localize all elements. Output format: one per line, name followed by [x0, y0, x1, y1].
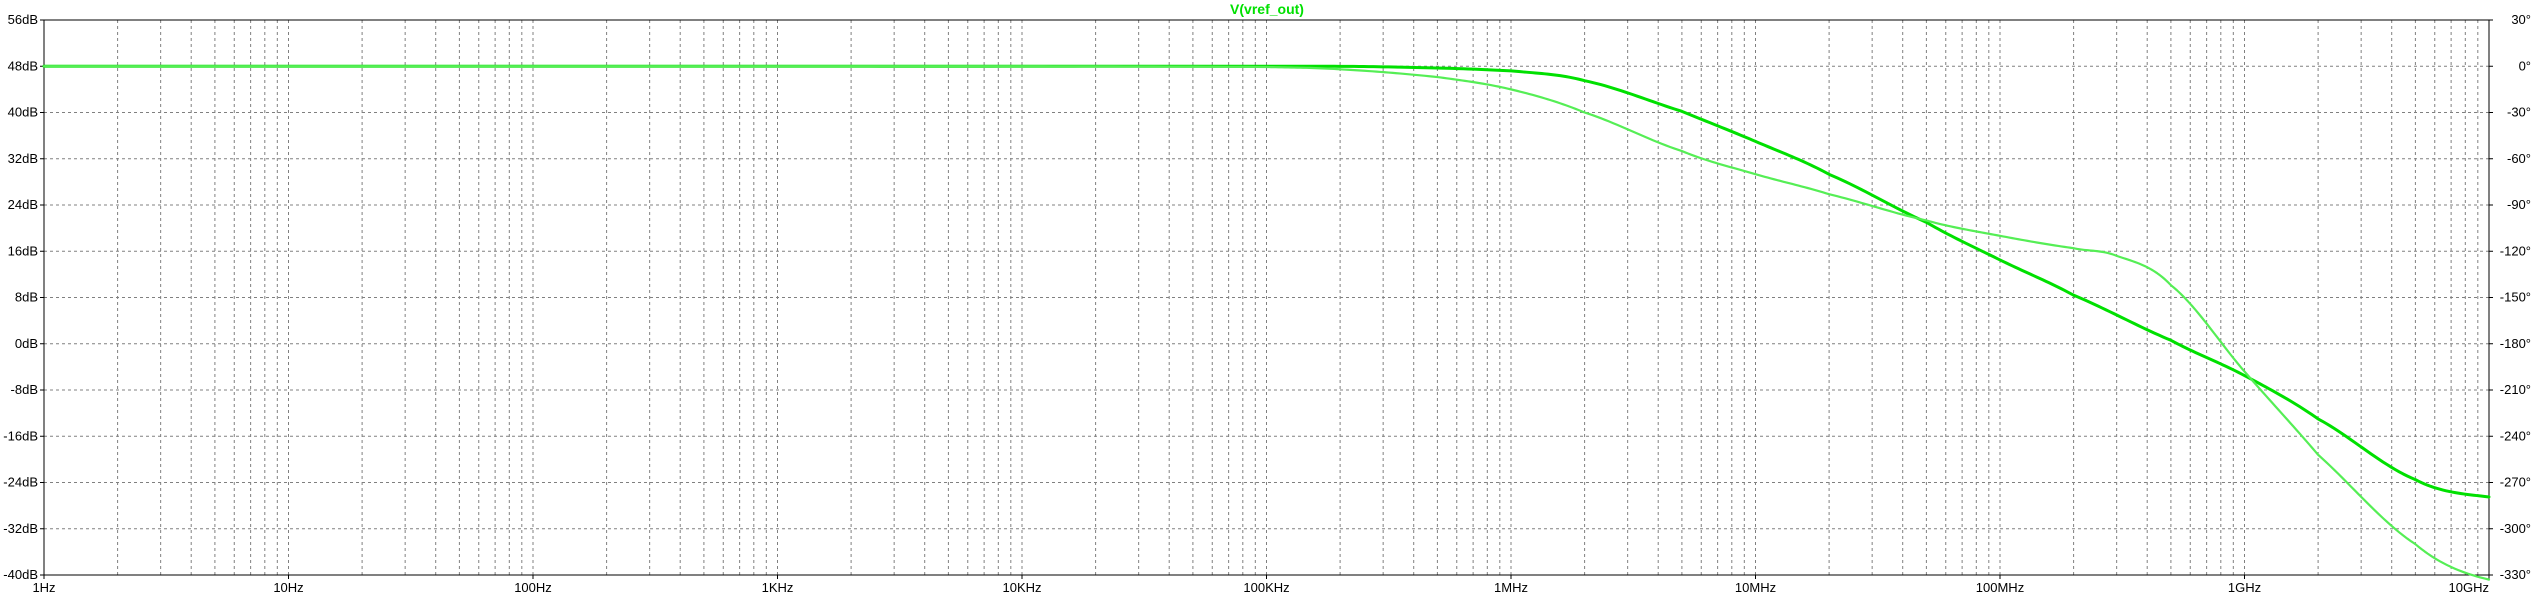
x-tick-label: 1GHz — [2228, 580, 2261, 595]
x-tick-label: 100KHz — [1243, 580, 1289, 595]
right-tick-label: -270° — [2500, 475, 2531, 490]
left-tick-label: -40dB — [3, 567, 38, 582]
left-tick-label: 0dB — [15, 336, 38, 351]
left-tick-label: 56dB — [8, 12, 38, 27]
x-tick-label: 100Hz — [514, 580, 552, 595]
left-tick-label: -24dB — [3, 475, 38, 490]
x-tick-label: 10KHz — [1002, 580, 1041, 595]
right-tick-label: -90° — [2507, 197, 2531, 212]
frequency-axis-ticks: 1Hz 10Hz 100Hz 1KHz 10KHz 100KHz 1MHz 10MHz 100M… — [32, 575, 2490, 595]
left-tick-label: -32dB — [3, 521, 38, 536]
phase-trace[interactable] — [42, 65, 2491, 581]
right-tick-label: -120° — [2500, 243, 2531, 258]
right-tick-label: -330° — [2500, 567, 2531, 582]
right-tick-label: 30° — [2511, 12, 2531, 27]
left-tick-label: -8dB — [11, 382, 38, 397]
left-tick-label: 24dB — [8, 197, 38, 212]
right-tick-label: -60° — [2507, 151, 2531, 166]
right-tick-label: -300° — [2500, 521, 2531, 536]
x-tick-label: 10Hz — [273, 580, 303, 595]
left-axis-ticks: 56dB 48dB 40dB 32dB 24dB 16dB 8dB 0dB -8dB -16dB -… — [3, 12, 44, 582]
right-tick-label: -210° — [2500, 382, 2531, 397]
left-tick-label: 8dB — [15, 290, 38, 305]
left-tick-label: 16dB — [8, 243, 38, 258]
right-tick-label: 0° — [2519, 58, 2531, 73]
x-tick-label: 10MHz — [1735, 580, 1776, 595]
right-axis-ticks: 30° 0° -30° -60° -90° -120° -150° -180° -210° -24… — [2489, 12, 2531, 582]
right-tick-label: -240° — [2500, 428, 2531, 443]
x-tick-label: 1Hz — [32, 580, 55, 595]
x-tick-label: 1KHz — [762, 580, 794, 595]
x-tick-label: 100MHz — [1976, 580, 2024, 595]
x-tick-label: 1MHz — [1494, 580, 1528, 595]
left-tick-label: -16dB — [3, 428, 38, 443]
x-tick-label: 10GHz — [2449, 580, 2489, 595]
trace-title[interactable]: V(vref_out) — [1230, 1, 1304, 17]
traces — [42, 64, 2491, 581]
left-tick-label: 48dB — [8, 58, 38, 73]
left-tick-label: 40dB — [8, 105, 38, 120]
left-tick-label: 32dB — [8, 151, 38, 166]
right-tick-label: -150° — [2500, 290, 2531, 305]
right-tick-label: -30° — [2507, 105, 2531, 120]
right-tick-label: -180° — [2500, 336, 2531, 351]
